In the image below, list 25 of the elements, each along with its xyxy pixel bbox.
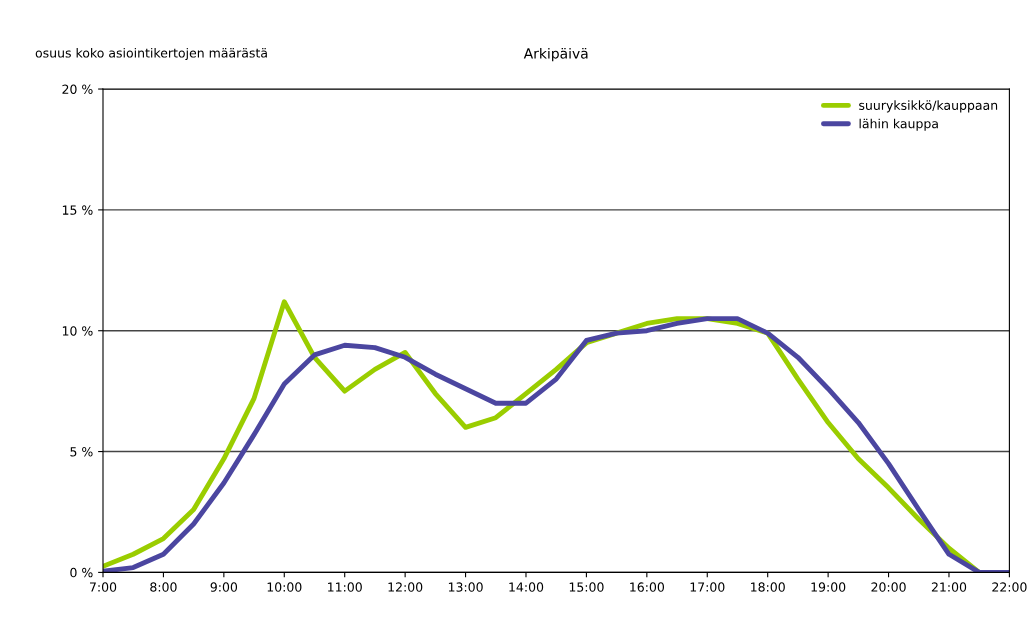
x-tick-label: 10:00 xyxy=(267,582,302,592)
x-tick-label: 18:00 xyxy=(751,582,785,592)
x-tick-label: 14:00 xyxy=(509,582,544,592)
x-tick-label: 7:00 xyxy=(89,582,117,592)
x-tick-label: 9:00 xyxy=(210,582,238,592)
x-tick-label: 15:00 xyxy=(569,582,604,592)
x-tick-label: 16:00 xyxy=(630,582,665,592)
x-tick-label: 11:00 xyxy=(328,582,362,592)
x-tick-label: 13:00 xyxy=(448,582,483,592)
x-tick-label: 19:00 xyxy=(811,582,846,592)
x-tick-label: 12:00 xyxy=(388,582,423,592)
x-tick-label: 17:00 xyxy=(690,582,725,592)
y-tick-label: 20 % xyxy=(62,84,93,94)
chart-title: Arkipäivä xyxy=(523,47,588,62)
x-tick-label: 20:00 xyxy=(871,582,906,592)
y-axis-title: osuus koko asiointikertojen määrästä xyxy=(35,47,267,61)
y-tick-label: 0 % xyxy=(70,567,93,578)
legend-label: suuryksikkö/kauppaan xyxy=(859,100,998,113)
x-tick-label: 8:00 xyxy=(150,582,177,592)
y-tick-label: 5 % xyxy=(70,447,93,457)
x-tick-label: 22:00 xyxy=(992,582,1027,592)
y-tick-label: 15 % xyxy=(62,205,93,215)
legend-label: lähin kauppa xyxy=(859,118,938,131)
y-tick-label: 10 % xyxy=(62,326,93,336)
x-tick-label: 21:00 xyxy=(931,582,967,592)
